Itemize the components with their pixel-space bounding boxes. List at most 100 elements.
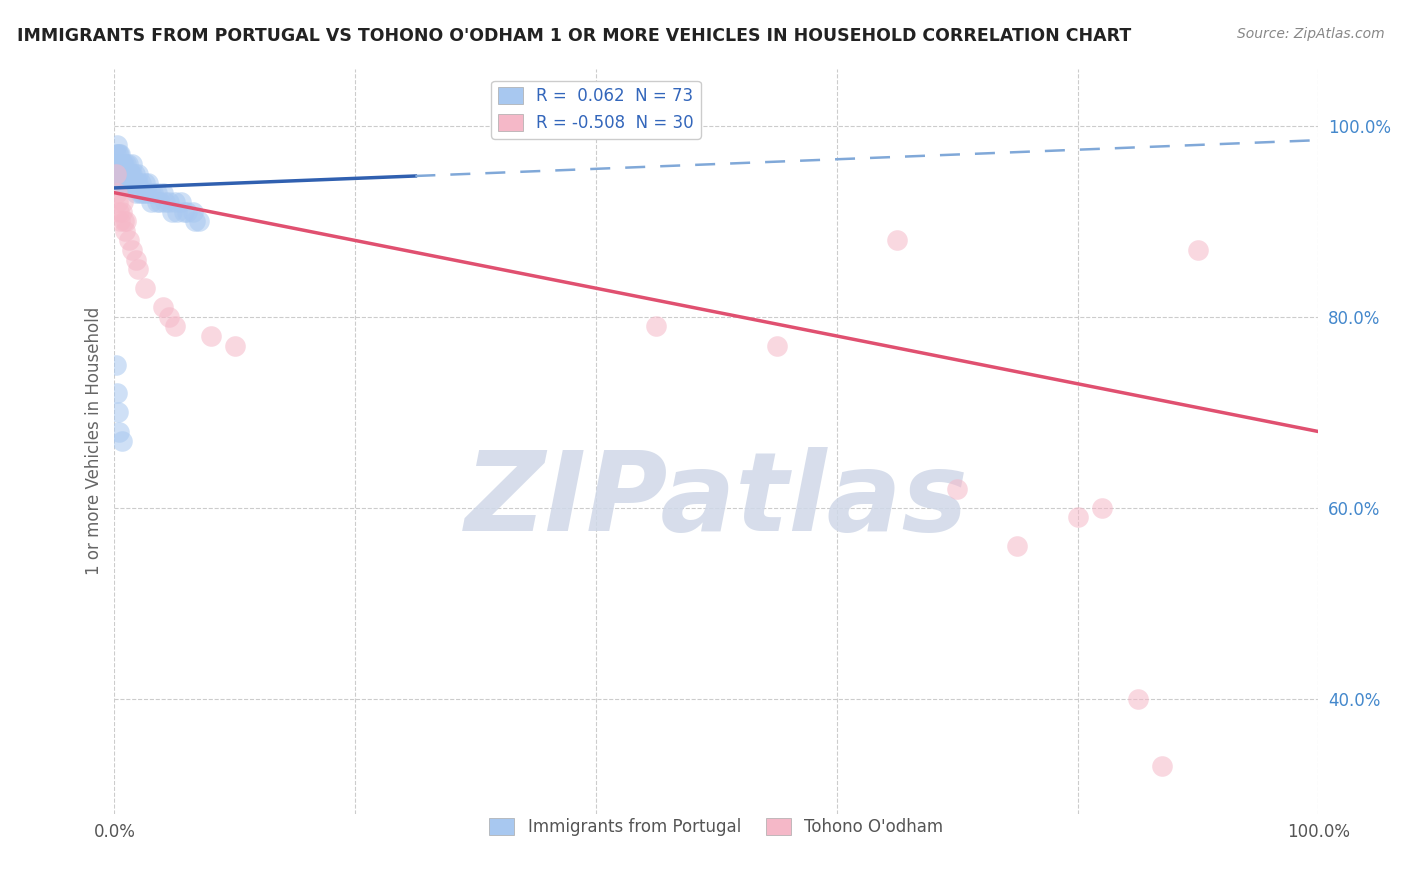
Point — [105, 186, 128, 200]
Point — [108, 167, 131, 181]
Point — [163, 319, 186, 334]
Point — [105, 386, 128, 401]
Point — [157, 310, 180, 324]
Point — [142, 186, 165, 200]
Point — [112, 167, 135, 181]
Point — [121, 167, 143, 181]
Point — [224, 338, 246, 352]
Point — [104, 147, 127, 161]
Point — [153, 195, 176, 210]
Point — [145, 186, 167, 200]
Point — [200, 329, 222, 343]
Point — [184, 214, 207, 228]
Point — [122, 176, 145, 190]
Point — [120, 176, 142, 190]
Point — [187, 214, 209, 228]
Point — [134, 186, 156, 200]
Point — [118, 176, 141, 190]
Point — [1187, 243, 1209, 257]
Point — [131, 186, 153, 200]
Point — [127, 262, 149, 277]
Point — [176, 204, 198, 219]
Point — [110, 167, 132, 181]
Point — [166, 204, 188, 219]
Point — [120, 176, 142, 190]
Point — [107, 157, 129, 171]
Point — [108, 157, 131, 171]
Text: Source: ZipAtlas.com: Source: ZipAtlas.com — [1237, 27, 1385, 41]
Point — [111, 167, 134, 181]
Point — [114, 167, 136, 181]
Point — [111, 204, 134, 219]
Text: ZIPatlas: ZIPatlas — [464, 447, 969, 554]
Point — [125, 252, 148, 267]
Point — [118, 234, 141, 248]
Point — [169, 195, 191, 210]
Point — [134, 281, 156, 295]
Point — [111, 157, 134, 171]
Point — [112, 214, 135, 228]
Point — [1126, 692, 1149, 706]
Point — [110, 157, 132, 171]
Point — [107, 195, 129, 210]
Point — [111, 195, 134, 210]
Point — [115, 167, 138, 181]
Point — [111, 434, 134, 448]
Point — [134, 176, 156, 190]
Point — [1066, 510, 1088, 524]
Point — [110, 214, 132, 228]
Point — [152, 301, 174, 315]
Point — [104, 358, 127, 372]
Point — [139, 186, 162, 200]
Point — [108, 204, 131, 219]
Point — [127, 167, 149, 181]
Point — [110, 147, 132, 161]
Point — [112, 157, 135, 171]
Point — [946, 482, 969, 496]
Point — [111, 157, 134, 171]
Point — [163, 195, 186, 210]
Point — [136, 176, 159, 190]
Point — [111, 167, 134, 181]
Point — [173, 204, 195, 219]
Point — [107, 147, 129, 161]
Point — [128, 186, 150, 200]
Point — [124, 167, 146, 181]
Point — [111, 176, 134, 190]
Text: IMMIGRANTS FROM PORTUGAL VS TOHONO O'ODHAM 1 OR MORE VEHICLES IN HOUSEHOLD CORRE: IMMIGRANTS FROM PORTUGAL VS TOHONO O'ODH… — [17, 27, 1130, 45]
Point — [129, 176, 152, 190]
Point — [107, 405, 129, 419]
Y-axis label: 1 or more Vehicles in Household: 1 or more Vehicles in Household — [86, 307, 103, 575]
Point — [645, 319, 668, 334]
Point — [886, 234, 908, 248]
Point — [139, 195, 162, 210]
Point — [115, 176, 138, 190]
Point — [1090, 500, 1112, 515]
Point — [127, 176, 149, 190]
Point — [125, 186, 148, 200]
Point — [157, 195, 180, 210]
Point — [115, 214, 138, 228]
Point — [120, 167, 142, 181]
Point — [149, 195, 172, 210]
Point — [108, 147, 131, 161]
Point — [104, 167, 127, 181]
Point — [135, 186, 157, 200]
Legend: Immigrants from Portugal, Tohono O'odham: Immigrants from Portugal, Tohono O'odham — [482, 811, 950, 843]
Point — [105, 157, 128, 171]
Point — [117, 167, 139, 181]
Point — [121, 243, 143, 257]
Point — [112, 176, 135, 190]
Point — [127, 176, 149, 190]
Point — [114, 176, 136, 190]
Point — [118, 167, 141, 181]
Point — [120, 167, 142, 181]
Point — [114, 224, 136, 238]
Point — [145, 195, 167, 210]
Point — [107, 167, 129, 181]
Point — [115, 157, 138, 171]
Point — [125, 176, 148, 190]
Point — [108, 425, 131, 439]
Point — [1150, 759, 1173, 773]
Point — [1007, 539, 1029, 553]
